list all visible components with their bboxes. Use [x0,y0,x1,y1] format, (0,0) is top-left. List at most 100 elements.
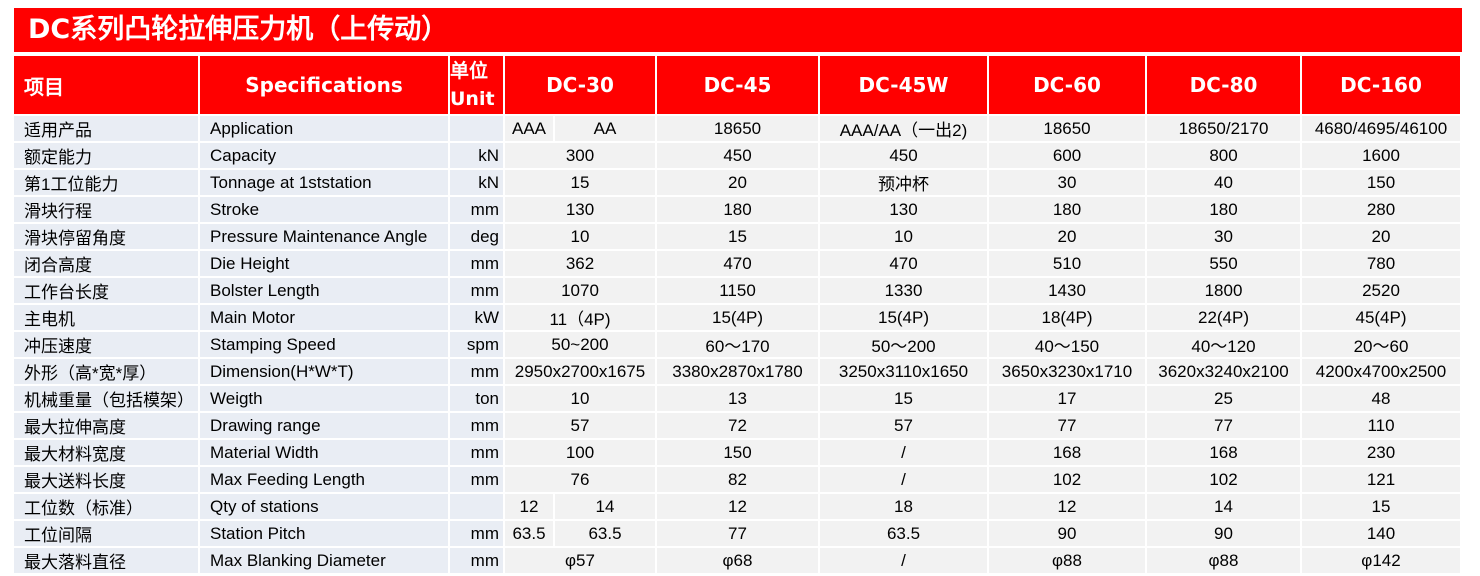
value-cell: 13 [657,386,818,411]
table-row: 额定能力 Capacity kN 300 450 450 600 800 1600 [14,143,1460,168]
value-dc-30-part: AAA [505,116,555,141]
item-unit: kN [450,143,503,168]
value-cell: 90 [1147,521,1300,546]
value-cell: φ88 [1147,548,1300,573]
value-cell: 20～60 [1302,332,1460,357]
table-row: 最大材料宽度 Material Width mm 100 150/168 168 230 [14,440,1460,465]
table-row: 第1工位能力 Tonnage at 1ststation kN 15 20 预冲杯 30 40… [14,170,1460,195]
table-row: 适用产品 Application AAA AA 18650 AAA/AA（一出2) 1865… [14,116,1460,141]
value-cell: 60～170 [657,332,818,357]
value-cell: 18650 [657,116,818,141]
item-unit: mm [450,278,503,303]
value-cell: 1430 [989,278,1145,303]
value-cell: 40～150 [989,332,1145,357]
value-cell: 3620x3240x2100 [1147,359,1300,384]
value-cell: 20 [989,224,1145,249]
value-cell: 102 [1147,467,1300,492]
value-cell: 1150 [657,278,818,303]
item-spec: Station Pitch [200,521,448,546]
value-cell: 48 [1302,386,1460,411]
item-spec: Weigth [200,386,448,411]
header-model: DC-45 [657,56,818,114]
value-dc-30-part: 63.5 [588,523,622,543]
item-spec: Pressure Maintenance Angle [200,224,448,249]
value-cell: 30 [1147,224,1300,249]
value-cell: 90 [989,521,1145,546]
item-unit: deg [450,224,503,249]
item-cn: 额定能力 [14,143,198,168]
item-spec: Max Feeding Length [200,467,448,492]
item-cn: 工作台长度 [14,278,198,303]
value-cell: 72 [657,413,818,438]
value-dc-30: 1070 [505,278,655,303]
value-cell: 1600 [1302,143,1460,168]
item-cn: 外形（高*宽*厚） [14,359,198,384]
value-cell: 12 [989,494,1145,519]
value-cell: 15 [657,224,818,249]
item-spec: Max Blanking Diameter [200,548,448,573]
value-dc-30-part: 63.5 [505,521,555,546]
value-dc-30: AAA AA [505,116,655,141]
item-spec: Die Height [200,251,448,276]
header-model: DC-45W [820,56,987,114]
value-cell: 50～200 [820,332,987,357]
header-unit-cn: 单位 [450,60,489,82]
value-dc-30: 362 [505,251,655,276]
value-cell: 600 [989,143,1145,168]
item-cn: 闭合高度 [14,251,198,276]
value-cell: 14 [1147,494,1300,519]
value-cell: 470 [820,251,987,276]
item-unit: mm [450,197,503,222]
item-unit [450,116,503,141]
value-cell: 150 [1302,170,1460,195]
header-specifications: Specifications [200,56,448,114]
item-cn: 最大拉伸高度 [14,413,198,438]
item-unit [450,494,503,519]
value-cell: 57 [820,413,987,438]
value-cell: 77 [657,521,818,546]
value-dc-30: 130 [505,197,655,222]
value-dc-30: 12 14 [505,494,655,519]
value-cell: 168 [1147,440,1300,465]
header-item: 项目 [14,56,198,114]
item-unit: mm [450,548,503,573]
item-cn: 滑块行程 [14,197,198,222]
item-spec: Drawing range [200,413,448,438]
value-cell: φ142 [1302,548,1460,573]
header-unit-en: Unit [450,88,495,110]
value-cell: 3380x2870x1780 [657,359,818,384]
table-row: 冲压速度 Stamping Speed spm 50~200 60～170 50～200 4… [14,332,1460,357]
header-model: DC-30 [505,56,655,114]
value-cell: 780 [1302,251,1460,276]
item-unit: mm [450,413,503,438]
item-spec: Capacity [200,143,448,168]
value-cell: 280 [1302,197,1460,222]
page-title: DC系列凸轮拉伸压力机（上传动） [14,8,1462,52]
value-cell: 102 [989,467,1145,492]
value-dc-30: 2950x2700x1675 [505,359,655,384]
table-row: 机械重量（包括模架） Weigth ton 10 13 15 17 25 48 [14,386,1460,411]
table-row: 最大拉伸高度 Drawing range mm 57 72 57 77 77 110 [14,413,1460,438]
item-cn: 最大材料宽度 [14,440,198,465]
value-dc-30: φ57 [505,548,655,573]
header-model: DC-80 [1147,56,1300,114]
spec-sheet: DC系列凸轮拉伸压力机（上传动） 项目 Specifications 单位 Uni… [14,8,1462,575]
value-cell: 18(4P) [989,305,1145,330]
value-cell: 2520 [1302,278,1460,303]
value-cell: 800 [1147,143,1300,168]
value-cell: / [820,467,987,492]
value-cell: 18650 [989,116,1145,141]
value-cell: 15 [820,386,987,411]
item-spec: Tonnage at 1ststation [200,170,448,195]
value-cell: 168 [989,440,1145,465]
value-dc-30: 57 [505,413,655,438]
value-dc-30: 76 [505,467,655,492]
value-cell: 450 [820,143,987,168]
value-dc-30: 10 [505,224,655,249]
item-unit: mm [450,359,503,384]
table-row: 滑块行程 Stroke mm 130 180 130 180 180 280 [14,197,1460,222]
value-cell: 15(4P) [820,305,987,330]
spec-table: 项目 Specifications 单位 Unit DC-30 DC-45 DC-… [12,54,1462,575]
value-cell: 63.5 [820,521,987,546]
item-cn: 适用产品 [14,116,198,141]
